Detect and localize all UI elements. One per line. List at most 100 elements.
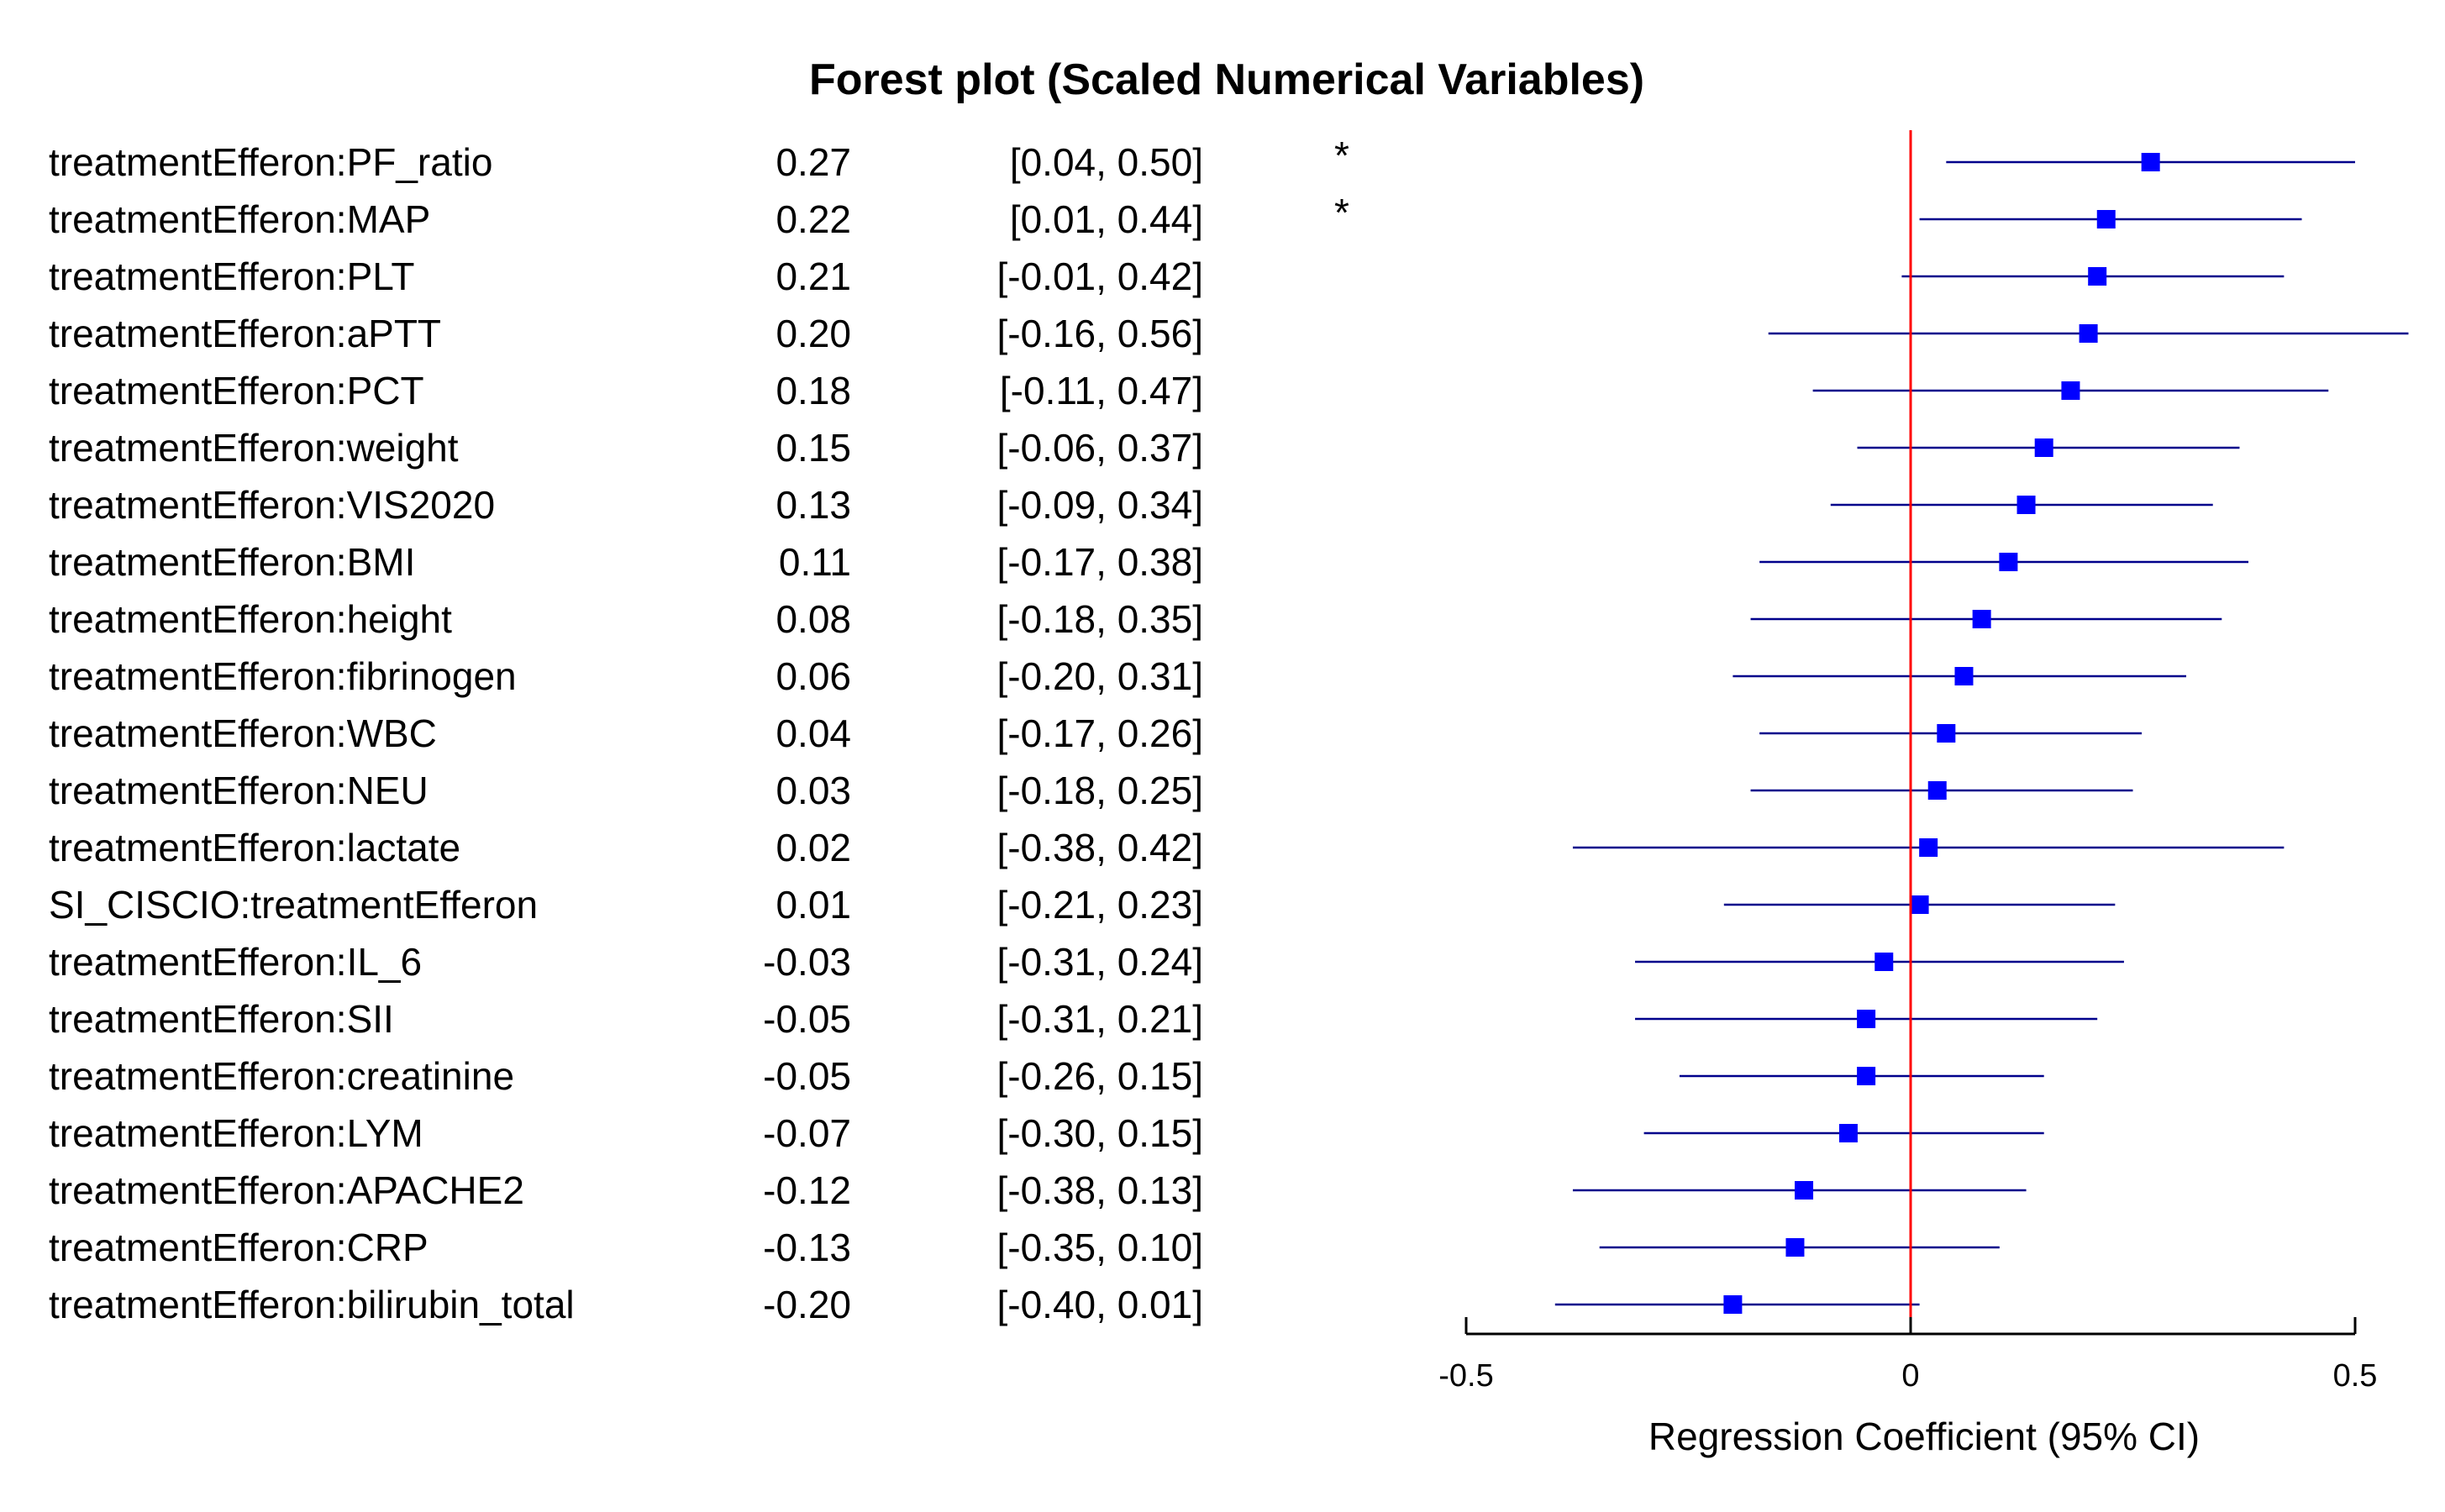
row-label: treatmentEfferon:bilirubin_total (49, 1283, 575, 1326)
estimate-point (1857, 1067, 1876, 1085)
row-ci: [-0.17, 0.38] (997, 540, 1204, 584)
row-ci: [-0.21, 0.23] (997, 883, 1204, 927)
forest-row: treatmentEfferon:NEU 0.03 [-0.18, 0.25] (49, 769, 2133, 812)
row-label: treatmentEfferon:creatinine (49, 1054, 514, 1098)
forest-row: treatmentEfferon:PLT 0.21 [-0.01, 0.42] (49, 255, 2285, 298)
row-ci: [0.04, 0.50] (1010, 140, 1203, 184)
row-estimate: 0.27 (776, 140, 851, 184)
forest-row: treatmentEfferon:MAP 0.22 [0.01, 0.44] * (49, 191, 2302, 241)
estimate-point (1937, 724, 1956, 743)
row-ci: [-0.17, 0.26] (997, 711, 1204, 755)
row-estimate: 0.18 (776, 369, 851, 412)
forest-row: treatmentEfferon:WBC 0.04 [-0.17, 0.26] (49, 711, 2143, 755)
forest-row: treatmentEfferon:CRP -0.13 [-0.35, 0.10] (49, 1226, 2000, 1269)
row-estimate: 0.01 (776, 883, 851, 927)
row-estimate: 0.04 (776, 711, 851, 755)
forest-row: treatmentEfferon:aPTT 0.20 [-0.16, 0.56] (49, 312, 2409, 355)
row-label: treatmentEfferon:VIS2020 (49, 483, 495, 527)
row-label: treatmentEfferon:weight (49, 426, 459, 470)
row-label: treatmentEfferon:SII (49, 997, 394, 1041)
row-estimate: -0.07 (763, 1111, 851, 1155)
estimate-point (2016, 496, 2036, 514)
estimate-point (1874, 953, 1894, 971)
estimate-point (1972, 610, 1991, 628)
estimate-point (1919, 838, 1938, 857)
row-estimate: 0.13 (776, 483, 851, 527)
row-label: treatmentEfferon:IL_6 (49, 940, 422, 984)
row-significance: * (1334, 191, 1349, 234)
row-estimate: 0.20 (776, 312, 851, 355)
forest-row: treatmentEfferon:PCT 0.18 [-0.11, 0.47] (49, 369, 2329, 412)
row-label: treatmentEfferon:NEU (49, 769, 429, 812)
forest-row: treatmentEfferon:LYM -0.07 [-0.30, 0.15] (49, 1111, 2044, 1155)
forest-row: treatmentEfferon:creatinine -0.05 [-0.26, … (49, 1054, 2044, 1098)
forest-row: treatmentEfferon:PF_ratio 0.27 [0.04, 0.50… (49, 134, 2355, 184)
row-ci: [-0.06, 0.37] (997, 426, 1204, 470)
forest-row: treatmentEfferon:IL_6 -0.03 [-0.31, 0.24] (49, 940, 2124, 984)
row-label: treatmentEfferon:PCT (49, 369, 424, 412)
row-label: treatmentEfferon:PF_ratio (49, 140, 492, 184)
forest-row: treatmentEfferon:weight 0.15 [-0.06, 0.37] (49, 426, 2240, 470)
row-estimate: 0.06 (776, 654, 851, 698)
estimate-point (2088, 267, 2107, 286)
row-estimate: 0.22 (776, 197, 851, 241)
row-label: treatmentEfferon:fibrinogen (49, 654, 517, 698)
row-ci: [-0.30, 0.15] (997, 1111, 1204, 1155)
row-label: treatmentEfferon:BMI (49, 540, 415, 584)
estimate-point (1857, 1010, 1876, 1028)
x-tick-label: -0.5 (1438, 1358, 1493, 1394)
estimate-point (1927, 781, 1947, 800)
estimate-point (1723, 1295, 1743, 1314)
row-ci: [-0.31, 0.21] (997, 997, 1204, 1041)
row-estimate: 0.21 (776, 255, 851, 298)
row-ci: [-0.40, 0.01] (997, 1283, 1204, 1326)
row-significance: * (1334, 134, 1349, 177)
row-estimate: 0.03 (776, 769, 851, 812)
row-label: SI_CISCIO:treatmentEfferon (49, 883, 538, 927)
row-estimate: -0.20 (763, 1283, 851, 1326)
x-tick-label: 0 (1901, 1358, 1919, 1394)
estimate-point (2034, 438, 2053, 457)
forest-row: treatmentEfferon:lactate 0.02 [-0.38, 0.42… (49, 826, 2285, 869)
row-label: treatmentEfferon:aPTT (49, 312, 441, 355)
row-estimate: -0.05 (763, 997, 851, 1041)
row-label: treatmentEfferon:LYM (49, 1111, 423, 1155)
estimate-point (1795, 1181, 1814, 1200)
x-axis-label: Regression Coefficient (95% CI) (1648, 1415, 2200, 1458)
row-ci: [-0.18, 0.35] (997, 597, 1204, 641)
row-ci: [-0.31, 0.24] (997, 940, 1204, 984)
row-estimate: 0.15 (776, 426, 851, 470)
row-ci: [-0.20, 0.31] (997, 654, 1204, 698)
row-ci: [-0.26, 0.15] (997, 1054, 1204, 1098)
estimate-point (1785, 1238, 1805, 1257)
chart-title: Forest plot (Scaled Numerical Variables) (809, 55, 1644, 104)
row-label: treatmentEfferon:CRP (49, 1226, 429, 1269)
row-ci: [-0.38, 0.13] (997, 1168, 1204, 1212)
row-ci: [-0.11, 0.47] (1000, 369, 1203, 412)
estimate-point (2079, 324, 2098, 343)
row-label: treatmentEfferon:height (49, 597, 452, 641)
row-ci: [-0.38, 0.42] (997, 826, 1204, 869)
row-ci: [-0.35, 0.10] (997, 1226, 1204, 1269)
estimate-point (2141, 153, 2160, 171)
row-label: treatmentEfferon:lactate (49, 826, 460, 869)
estimate-point (1910, 895, 1929, 914)
forest-row: treatmentEfferon:height 0.08 [-0.18, 0.35] (49, 597, 2222, 641)
estimate-point (1838, 1124, 1858, 1142)
forest-row: treatmentEfferon:APACHE2 -0.12 [-0.38, 0.1… (49, 1168, 2027, 1212)
estimate-point (2096, 210, 2116, 228)
row-ci: [0.01, 0.44] (1010, 197, 1203, 241)
row-ci: [-0.09, 0.34] (997, 483, 1204, 527)
row-estimate: -0.12 (763, 1168, 851, 1212)
row-estimate: -0.03 (763, 940, 851, 984)
row-ci: [-0.16, 0.56] (997, 312, 1204, 355)
row-estimate: -0.05 (763, 1054, 851, 1098)
estimate-point (1954, 667, 1974, 685)
forest-row: SI_CISCIO:treatmentEfferon 0.01 [-0.21, 0.… (49, 883, 2116, 927)
row-label: treatmentEfferon:WBC (49, 711, 437, 755)
x-tick-label: 0.5 (2333, 1358, 2378, 1394)
row-label: treatmentEfferon:MAP (49, 197, 430, 241)
row-label: treatmentEfferon:APACHE2 (49, 1168, 524, 1212)
row-ci: [-0.18, 0.25] (997, 769, 1204, 812)
